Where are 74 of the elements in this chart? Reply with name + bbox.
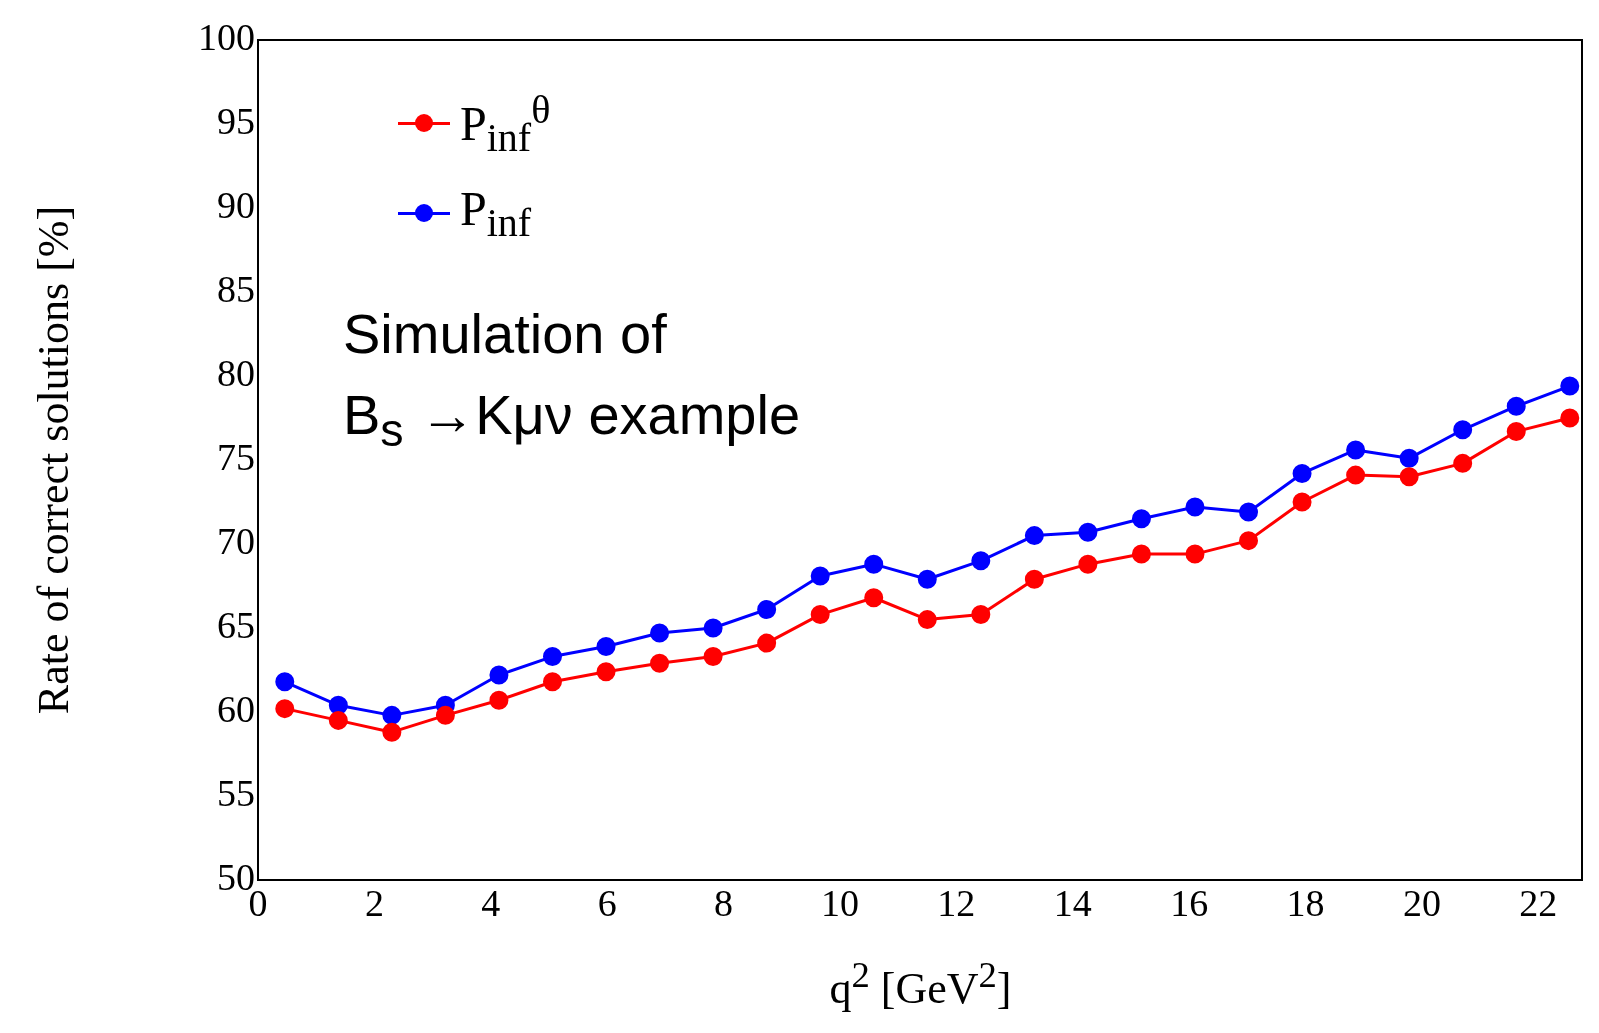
point — [703, 618, 723, 638]
point — [971, 551, 991, 571]
x-tick-label: 10 — [820, 881, 859, 924]
point — [650, 653, 670, 673]
point — [1078, 554, 1098, 574]
x-tick-label: 14 — [1053, 881, 1092, 924]
legend-label: P$_{inf}$ — [460, 180, 532, 246]
point — [1453, 453, 1473, 473]
point — [1346, 440, 1366, 460]
point — [917, 610, 937, 630]
y-tick-label: 55 — [217, 771, 255, 814]
point — [1292, 492, 1312, 512]
point — [1185, 497, 1205, 517]
point — [1453, 420, 1473, 440]
point — [1506, 421, 1526, 441]
point — [1024, 526, 1044, 546]
x-tick-label: 4 — [481, 881, 501, 924]
point — [864, 554, 884, 574]
point — [917, 569, 937, 589]
point — [1131, 509, 1151, 529]
point — [489, 690, 509, 710]
point — [328, 695, 348, 715]
point — [489, 665, 509, 685]
point — [1185, 544, 1205, 564]
x-tick-label: 2 — [364, 881, 384, 924]
x-tick-label: 6 — [597, 881, 617, 924]
point — [275, 699, 295, 719]
y-tick-label: 70 — [217, 519, 255, 562]
point — [1131, 544, 1151, 564]
y-tick-label: 100 — [198, 15, 255, 58]
y-tick-label: 90 — [217, 183, 255, 226]
point — [1560, 408, 1580, 428]
point — [1292, 463, 1312, 483]
point — [328, 710, 348, 730]
x-tick-label: 16 — [1170, 881, 1209, 924]
point — [542, 672, 562, 692]
x-axis-title: q$^{2}$ [GeV$^{2}$] — [829, 953, 1012, 1014]
point — [1399, 467, 1419, 487]
point — [1078, 522, 1098, 542]
point — [596, 636, 616, 656]
point — [542, 647, 562, 667]
point — [435, 705, 455, 725]
point — [1506, 396, 1526, 416]
point — [757, 633, 777, 653]
y-tick-label: 65 — [217, 603, 255, 646]
point — [596, 662, 616, 682]
point — [382, 705, 402, 725]
point — [382, 722, 402, 742]
point — [757, 600, 777, 620]
y-tick-label: 80 — [217, 351, 255, 394]
annotation: Simulation of B$_{s}$ →Kμν example — [343, 301, 801, 459]
point — [1560, 376, 1580, 396]
point — [1346, 465, 1366, 485]
point — [1024, 569, 1044, 589]
x-tick-label: 22 — [1519, 881, 1558, 924]
y-tick-label: 60 — [217, 687, 255, 730]
point — [275, 672, 295, 692]
x-tick-label: 18 — [1286, 881, 1325, 924]
y-tick-label: 95 — [217, 99, 255, 142]
point — [864, 588, 884, 608]
x-tick-label: 12 — [937, 881, 976, 924]
x-tick-label: 8 — [714, 881, 734, 924]
y-axis-title: Rate of correct solutions [%] — [27, 205, 79, 715]
y-tick-label: 75 — [217, 435, 255, 478]
point — [810, 605, 830, 625]
point — [810, 566, 830, 586]
point — [1239, 531, 1259, 551]
x-tick-label: 20 — [1402, 881, 1441, 924]
point — [1239, 502, 1259, 522]
point — [650, 623, 670, 643]
y-tick-label: 85 — [217, 267, 255, 310]
point — [703, 647, 723, 667]
point — [1399, 448, 1419, 468]
point — [971, 605, 991, 625]
